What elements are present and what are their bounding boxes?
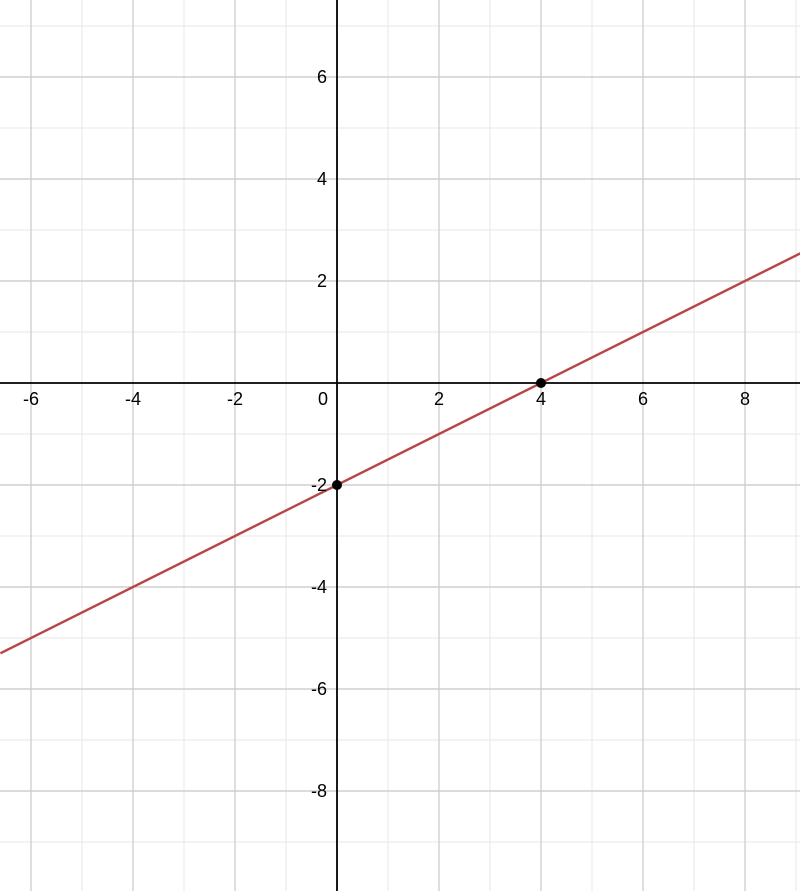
x-tick-label: 2: [434, 389, 444, 409]
x-tick-label: 8: [740, 389, 750, 409]
x-tick-label: 0: [318, 389, 328, 409]
plotted-point: [536, 378, 546, 388]
y-tick-label: -2: [311, 475, 327, 495]
x-tick-label: -2: [227, 389, 243, 409]
x-tick-label: 4: [536, 389, 546, 409]
y-tick-label: 2: [317, 271, 327, 291]
x-tick-label: 6: [638, 389, 648, 409]
y-tick-label: 4: [317, 169, 327, 189]
x-tick-label: -4: [125, 389, 141, 409]
x-tick-label: -6: [23, 389, 39, 409]
y-tick-label: -6: [311, 679, 327, 699]
chart-background: [0, 0, 800, 891]
plotted-point: [332, 480, 342, 490]
y-tick-label: -8: [311, 781, 327, 801]
y-tick-label: 6: [317, 67, 327, 87]
coordinate-plane-chart: -6 -4 -2 0 2 4 6 8 -8 -6 -4 -2 2 4 6: [0, 0, 800, 891]
y-tick-label: -4: [311, 577, 327, 597]
